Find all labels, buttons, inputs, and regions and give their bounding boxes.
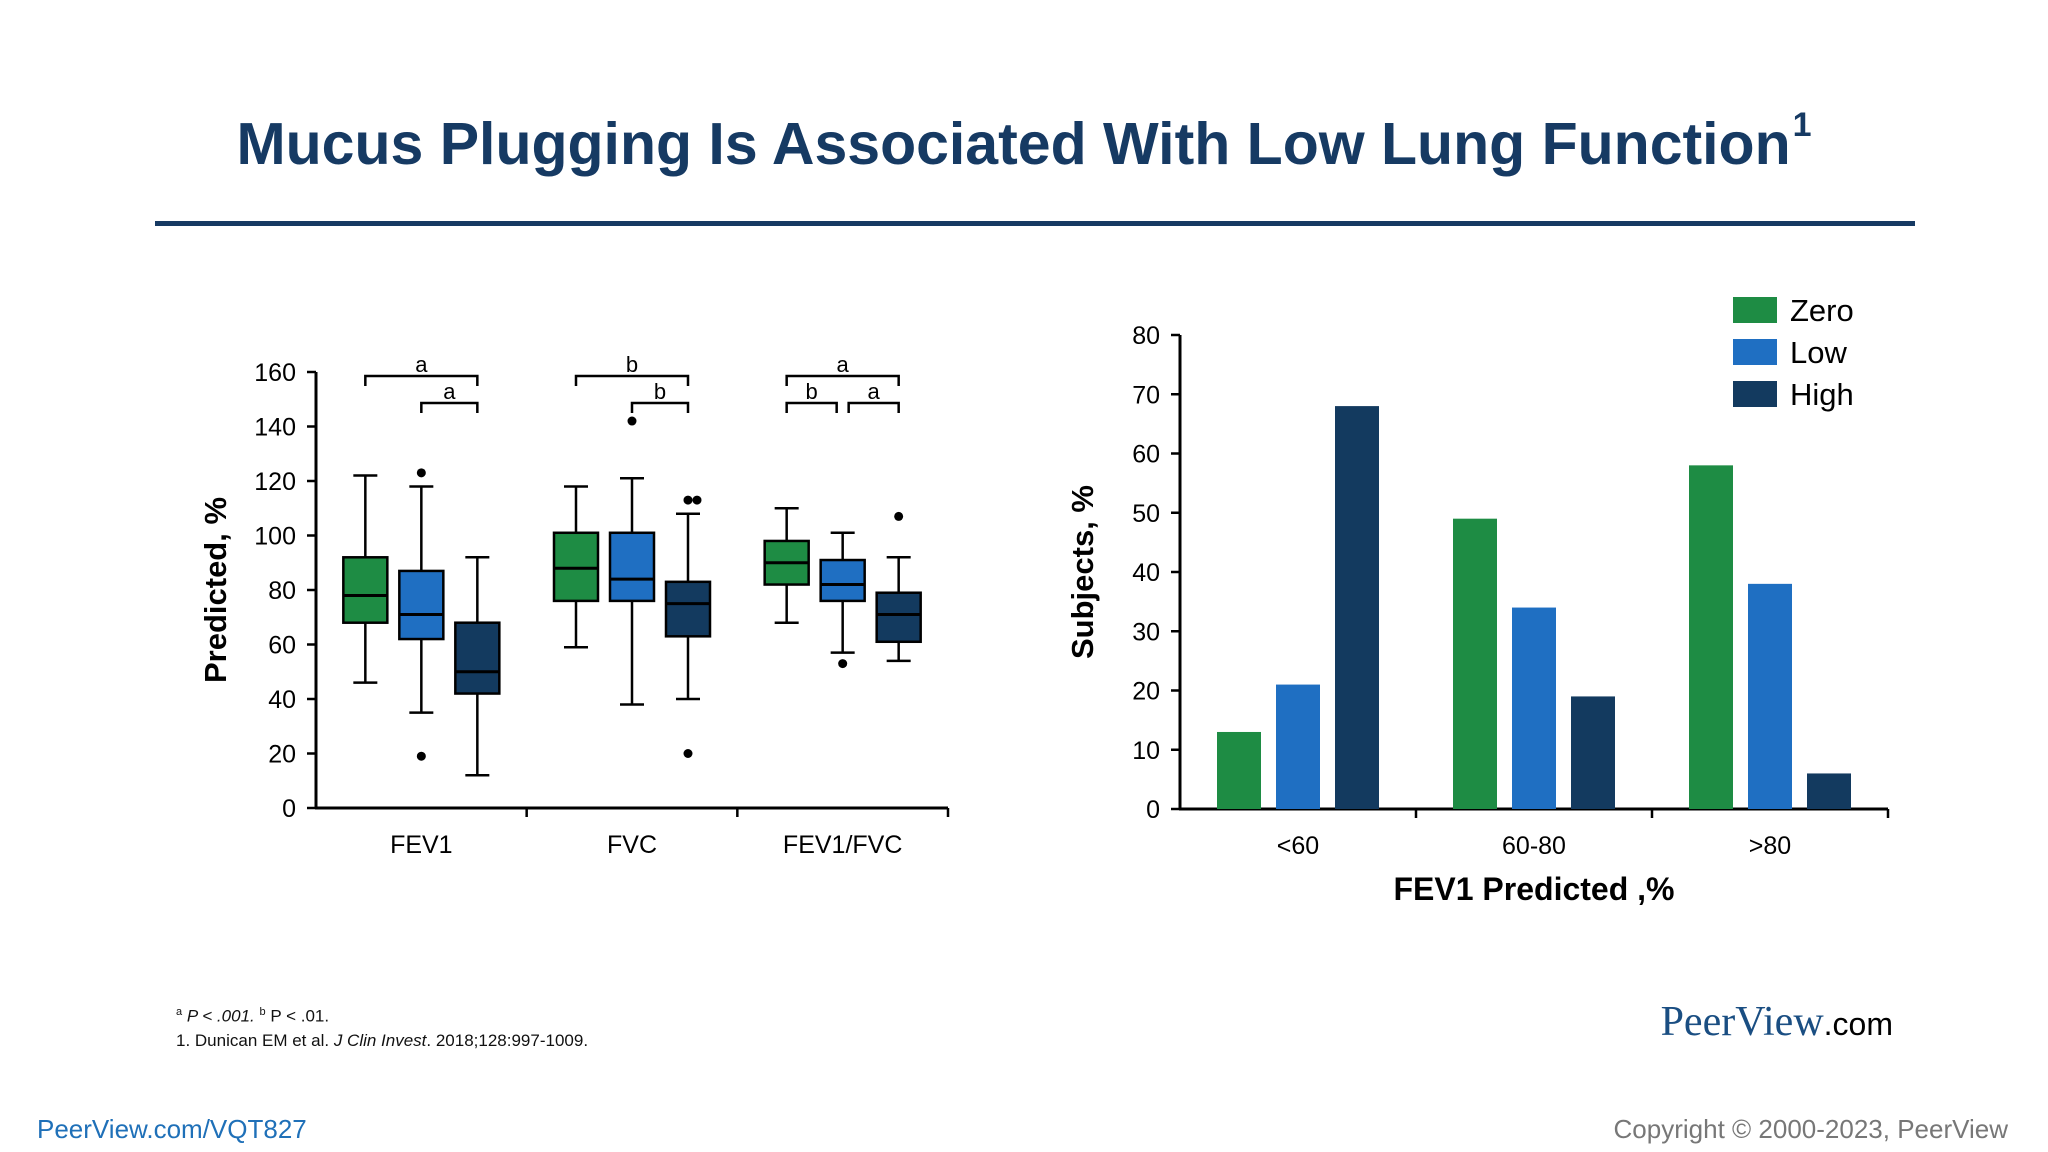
legend-swatch-low xyxy=(1733,339,1777,365)
bar-zero xyxy=(1453,518,1497,809)
outlier-point xyxy=(894,511,904,521)
significance-label: a xyxy=(837,352,850,377)
significance-label: a xyxy=(868,379,881,404)
legend-swatch-high xyxy=(1733,381,1777,407)
bar-high xyxy=(1335,406,1379,809)
y-tick-label: 60 xyxy=(1132,441,1160,469)
y-tick-label: 0 xyxy=(1146,796,1160,824)
y-tick-label: 100 xyxy=(254,523,296,551)
y-tick-label: 40 xyxy=(1132,559,1160,587)
x-tick-label: 60-80 xyxy=(1502,832,1566,860)
y-tick-label: 40 xyxy=(268,686,296,714)
footnotes: a P < .001. b P < .01. 1. Dunican EM et … xyxy=(176,1000,588,1053)
y-tick-label: 80 xyxy=(268,577,296,605)
slide-title-text: Mucus Plugging Is Associated With Low Lu… xyxy=(236,111,1791,177)
y-tick-label: 60 xyxy=(268,632,296,660)
bar-low xyxy=(1512,607,1556,809)
box xyxy=(608,531,656,603)
significance-label: b xyxy=(654,379,666,404)
legend-label: Zero xyxy=(1790,293,1854,328)
y-tick-label: 10 xyxy=(1132,737,1160,765)
bar-zero xyxy=(1217,731,1261,809)
bar-zero xyxy=(1689,465,1733,809)
program-link[interactable]: PeerView.com/VQT827 xyxy=(37,1114,307,1144)
brand-name: PeerView xyxy=(1660,999,1824,1045)
sig-b-mark: b xyxy=(259,1006,266,1018)
peerview-logo: PeerView.com xyxy=(1661,998,1893,1046)
x-axis-title: FEV1 Predicted ,% xyxy=(1394,871,1675,907)
x-tick-label: FVC xyxy=(607,831,657,859)
y-tick-label: 80 xyxy=(1132,322,1160,350)
bar-high xyxy=(1807,773,1851,809)
sig-a-mark: a xyxy=(176,1006,183,1018)
significance-label: a xyxy=(415,352,428,377)
significance-note: a P < .001. b P < .01. xyxy=(176,1000,588,1029)
outlier-point xyxy=(838,659,848,669)
outlier-point xyxy=(416,751,426,761)
y-tick-label: 120 xyxy=(254,468,296,496)
y-tick-label: 30 xyxy=(1132,618,1160,646)
copyright-text: Copyright © 2000-2023, PeerView xyxy=(1613,1114,2008,1144)
y-tick-label: 140 xyxy=(254,414,296,442)
title-reference-mark: 1 xyxy=(1792,106,1812,144)
outlier-point xyxy=(416,468,426,478)
y-axis-title: Subjects, % xyxy=(1065,485,1100,659)
outlier-point xyxy=(627,416,637,426)
x-tick-label: FEV1/FVC xyxy=(783,831,902,859)
box xyxy=(454,621,501,695)
y-tick-label: 160 xyxy=(254,359,296,387)
significance-label: b xyxy=(626,352,638,377)
legend-swatch-zero xyxy=(1733,297,1777,323)
x-tick-label: FEV1 xyxy=(390,831,453,859)
significance-label: b xyxy=(806,379,818,404)
significance-bracket xyxy=(574,374,690,386)
outlier-point xyxy=(683,495,693,505)
ref-journal: J Clin Invest xyxy=(333,1030,427,1050)
outlier-point xyxy=(683,749,693,758)
bar-high xyxy=(1571,696,1615,809)
bar-low xyxy=(1276,684,1320,809)
outlier-point xyxy=(692,495,702,505)
boxplot-chart: 0 20 40 60 80 100 120 140 160 FEV1 FVC FEV1/FVC Pred… xyxy=(198,352,950,859)
significance-bracket xyxy=(630,401,690,413)
x-tick-label: <60 xyxy=(1277,832,1319,860)
sig-a-text: P < .001. xyxy=(182,1006,260,1026)
y-tick-label: 20 xyxy=(1132,678,1160,706)
ref-suffix: . 2018;128:997-1009. xyxy=(426,1030,589,1050)
title-divider xyxy=(155,221,1915,226)
x-tick-label: >80 xyxy=(1749,832,1791,860)
significance-bracket xyxy=(847,401,900,413)
brand-suffix: .com xyxy=(1823,1006,1893,1042)
box xyxy=(398,569,445,641)
y-axis-title: Predicted, % xyxy=(198,497,233,683)
significance-label: a xyxy=(443,379,456,404)
significance-bracket xyxy=(785,374,900,386)
sig-b-text: P < .01. xyxy=(265,1006,330,1026)
significance-bracket xyxy=(420,401,479,413)
significance-bracket xyxy=(785,401,838,413)
ref-prefix: 1. Dunican EM et al. xyxy=(176,1030,334,1050)
box xyxy=(342,556,389,624)
y-tick-label: 20 xyxy=(268,741,296,769)
box xyxy=(819,558,866,603)
bar-low xyxy=(1748,583,1792,809)
y-tick-label: 50 xyxy=(1132,500,1160,528)
box xyxy=(875,591,922,644)
reference-note: 1. Dunican EM et al. J Clin Invest. 2018… xyxy=(176,1029,588,1053)
y-tick-label: 0 xyxy=(282,795,296,823)
legend-label: High xyxy=(1790,377,1854,412)
significance-bracket xyxy=(364,374,479,386)
slide-title: Mucus Plugging Is Associated With Low Lu… xyxy=(0,106,2048,178)
legend-label: Low xyxy=(1790,335,1847,370)
box xyxy=(664,580,712,638)
bar-chart: 0 10 20 30 40 50 60 70 80 <60 60-80 >80 FEV1 Predict… xyxy=(1065,293,1890,907)
y-tick-label: 70 xyxy=(1132,381,1160,409)
